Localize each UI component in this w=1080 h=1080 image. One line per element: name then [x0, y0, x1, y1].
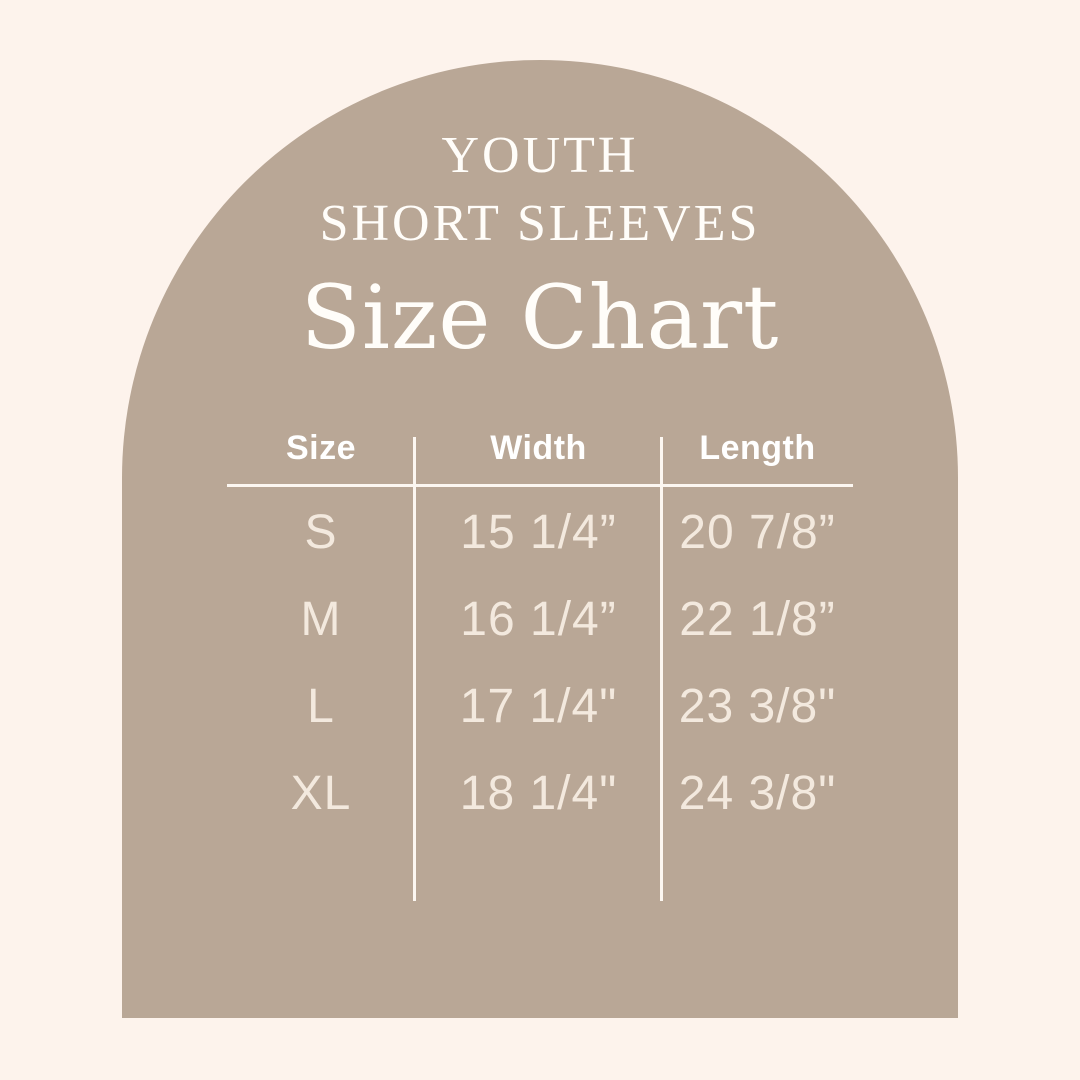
page-title: Size Chart — [300, 266, 780, 369]
table-row: M 16 1/4” 22 1/8” — [227, 576, 853, 663]
size-cell: S — [304, 506, 338, 559]
table-body: S 15 1/4” 20 7/8” M 16 1/4” 22 1/8” L 17… — [227, 489, 853, 837]
width-cell: 15 1/4” — [460, 506, 617, 559]
column-divider-2 — [660, 437, 663, 901]
table-row: S 15 1/4” 20 7/8” — [227, 489, 853, 576]
size-cell: L — [307, 680, 335, 733]
width-cell: 17 1/4" — [459, 680, 618, 733]
table-row: L 17 1/4" 23 3/8" — [227, 663, 853, 750]
width-cell: 18 1/4" — [459, 767, 618, 820]
arch-panel: YOUTH SHORT SLEEVES Size Chart Size Widt… — [122, 60, 958, 1018]
length-cell: 23 3/8" — [678, 680, 837, 733]
size-table: Size Width Length S 15 1/4” 20 7/8” M 16… — [227, 430, 853, 930]
width-cell: 16 1/4” — [460, 593, 617, 646]
column-header-length: Length — [699, 429, 816, 467]
size-cell: XL — [290, 767, 352, 820]
column-header-width: Width — [490, 429, 587, 467]
length-cell: 22 1/8” — [679, 593, 836, 646]
size-cell: M — [300, 593, 342, 646]
length-cell: 20 7/8” — [679, 506, 836, 559]
column-header-size: Size — [285, 429, 357, 467]
column-divider-1 — [413, 437, 416, 901]
table-row: XL 18 1/4" 24 3/8" — [227, 750, 853, 837]
length-cell: 24 3/8" — [678, 767, 837, 820]
header-rule — [227, 484, 853, 487]
table-header-row: Size Width Length — [227, 430, 853, 466]
title-category: YOUTH — [441, 127, 639, 184]
title-product: SHORT SLEEVES — [319, 195, 761, 252]
